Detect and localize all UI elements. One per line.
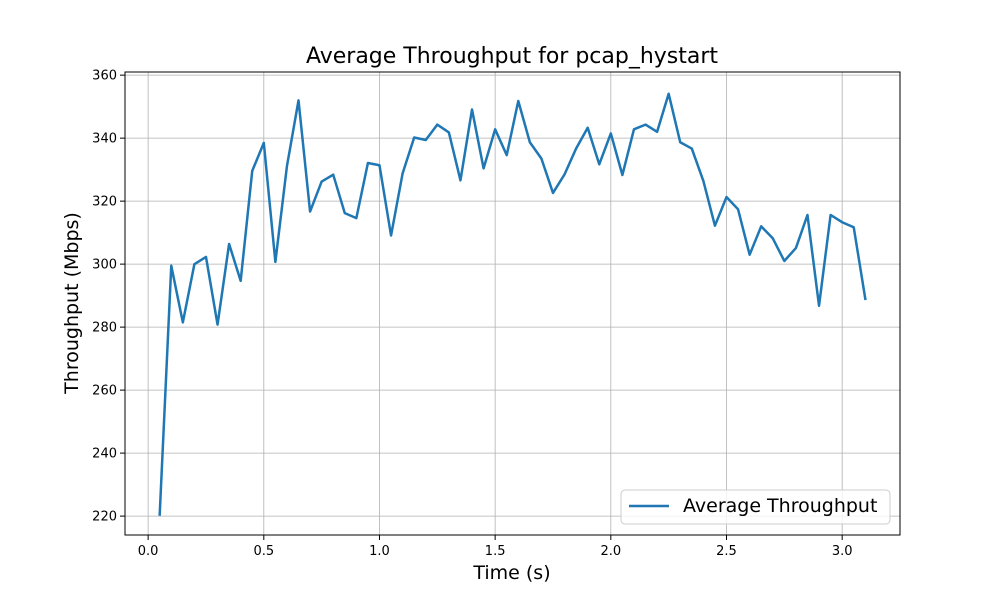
x-tick-label: 2.0 bbox=[600, 544, 621, 559]
y-tick-label: 240 bbox=[92, 447, 117, 462]
x-axis: 0.0 0.5 1.0 1.5 2.0 2.5 3.0 bbox=[138, 535, 853, 559]
y-tick-label: 360 bbox=[92, 69, 117, 84]
y-axis-label: Throughput (Mbps) bbox=[61, 212, 83, 395]
x-tick-label: 0.5 bbox=[253, 544, 274, 559]
x-tick-label: 0.0 bbox=[138, 544, 159, 559]
grid bbox=[125, 72, 900, 535]
series-layer bbox=[158, 92, 867, 516]
x-axis-label: Time (s) bbox=[472, 562, 550, 584]
legend-box bbox=[620, 489, 891, 525]
x-tick-label: 3.0 bbox=[832, 544, 853, 559]
legend-label: Average Throughput bbox=[683, 495, 877, 517]
series-line-average-throughput bbox=[158, 92, 867, 516]
y-axis: 220 240 260 280 300 320 340 360 bbox=[92, 69, 125, 525]
y-tick-label: 300 bbox=[92, 258, 117, 273]
legend: Average Throughput bbox=[620, 489, 891, 525]
plot-frame bbox=[124, 71, 901, 536]
x-tick-label: 2.5 bbox=[716, 544, 737, 559]
y-tick-label: 220 bbox=[92, 510, 117, 525]
y-tick-label: 280 bbox=[92, 321, 117, 336]
chart-title: Average Throughput for pcap_hystart bbox=[306, 44, 718, 69]
y-tick-label: 320 bbox=[92, 195, 117, 210]
x-tick-label: 1.0 bbox=[369, 544, 390, 559]
y-tick-label: 340 bbox=[92, 132, 117, 147]
x-tick-label: 1.5 bbox=[485, 544, 506, 559]
y-tick-label: 260 bbox=[92, 384, 117, 399]
